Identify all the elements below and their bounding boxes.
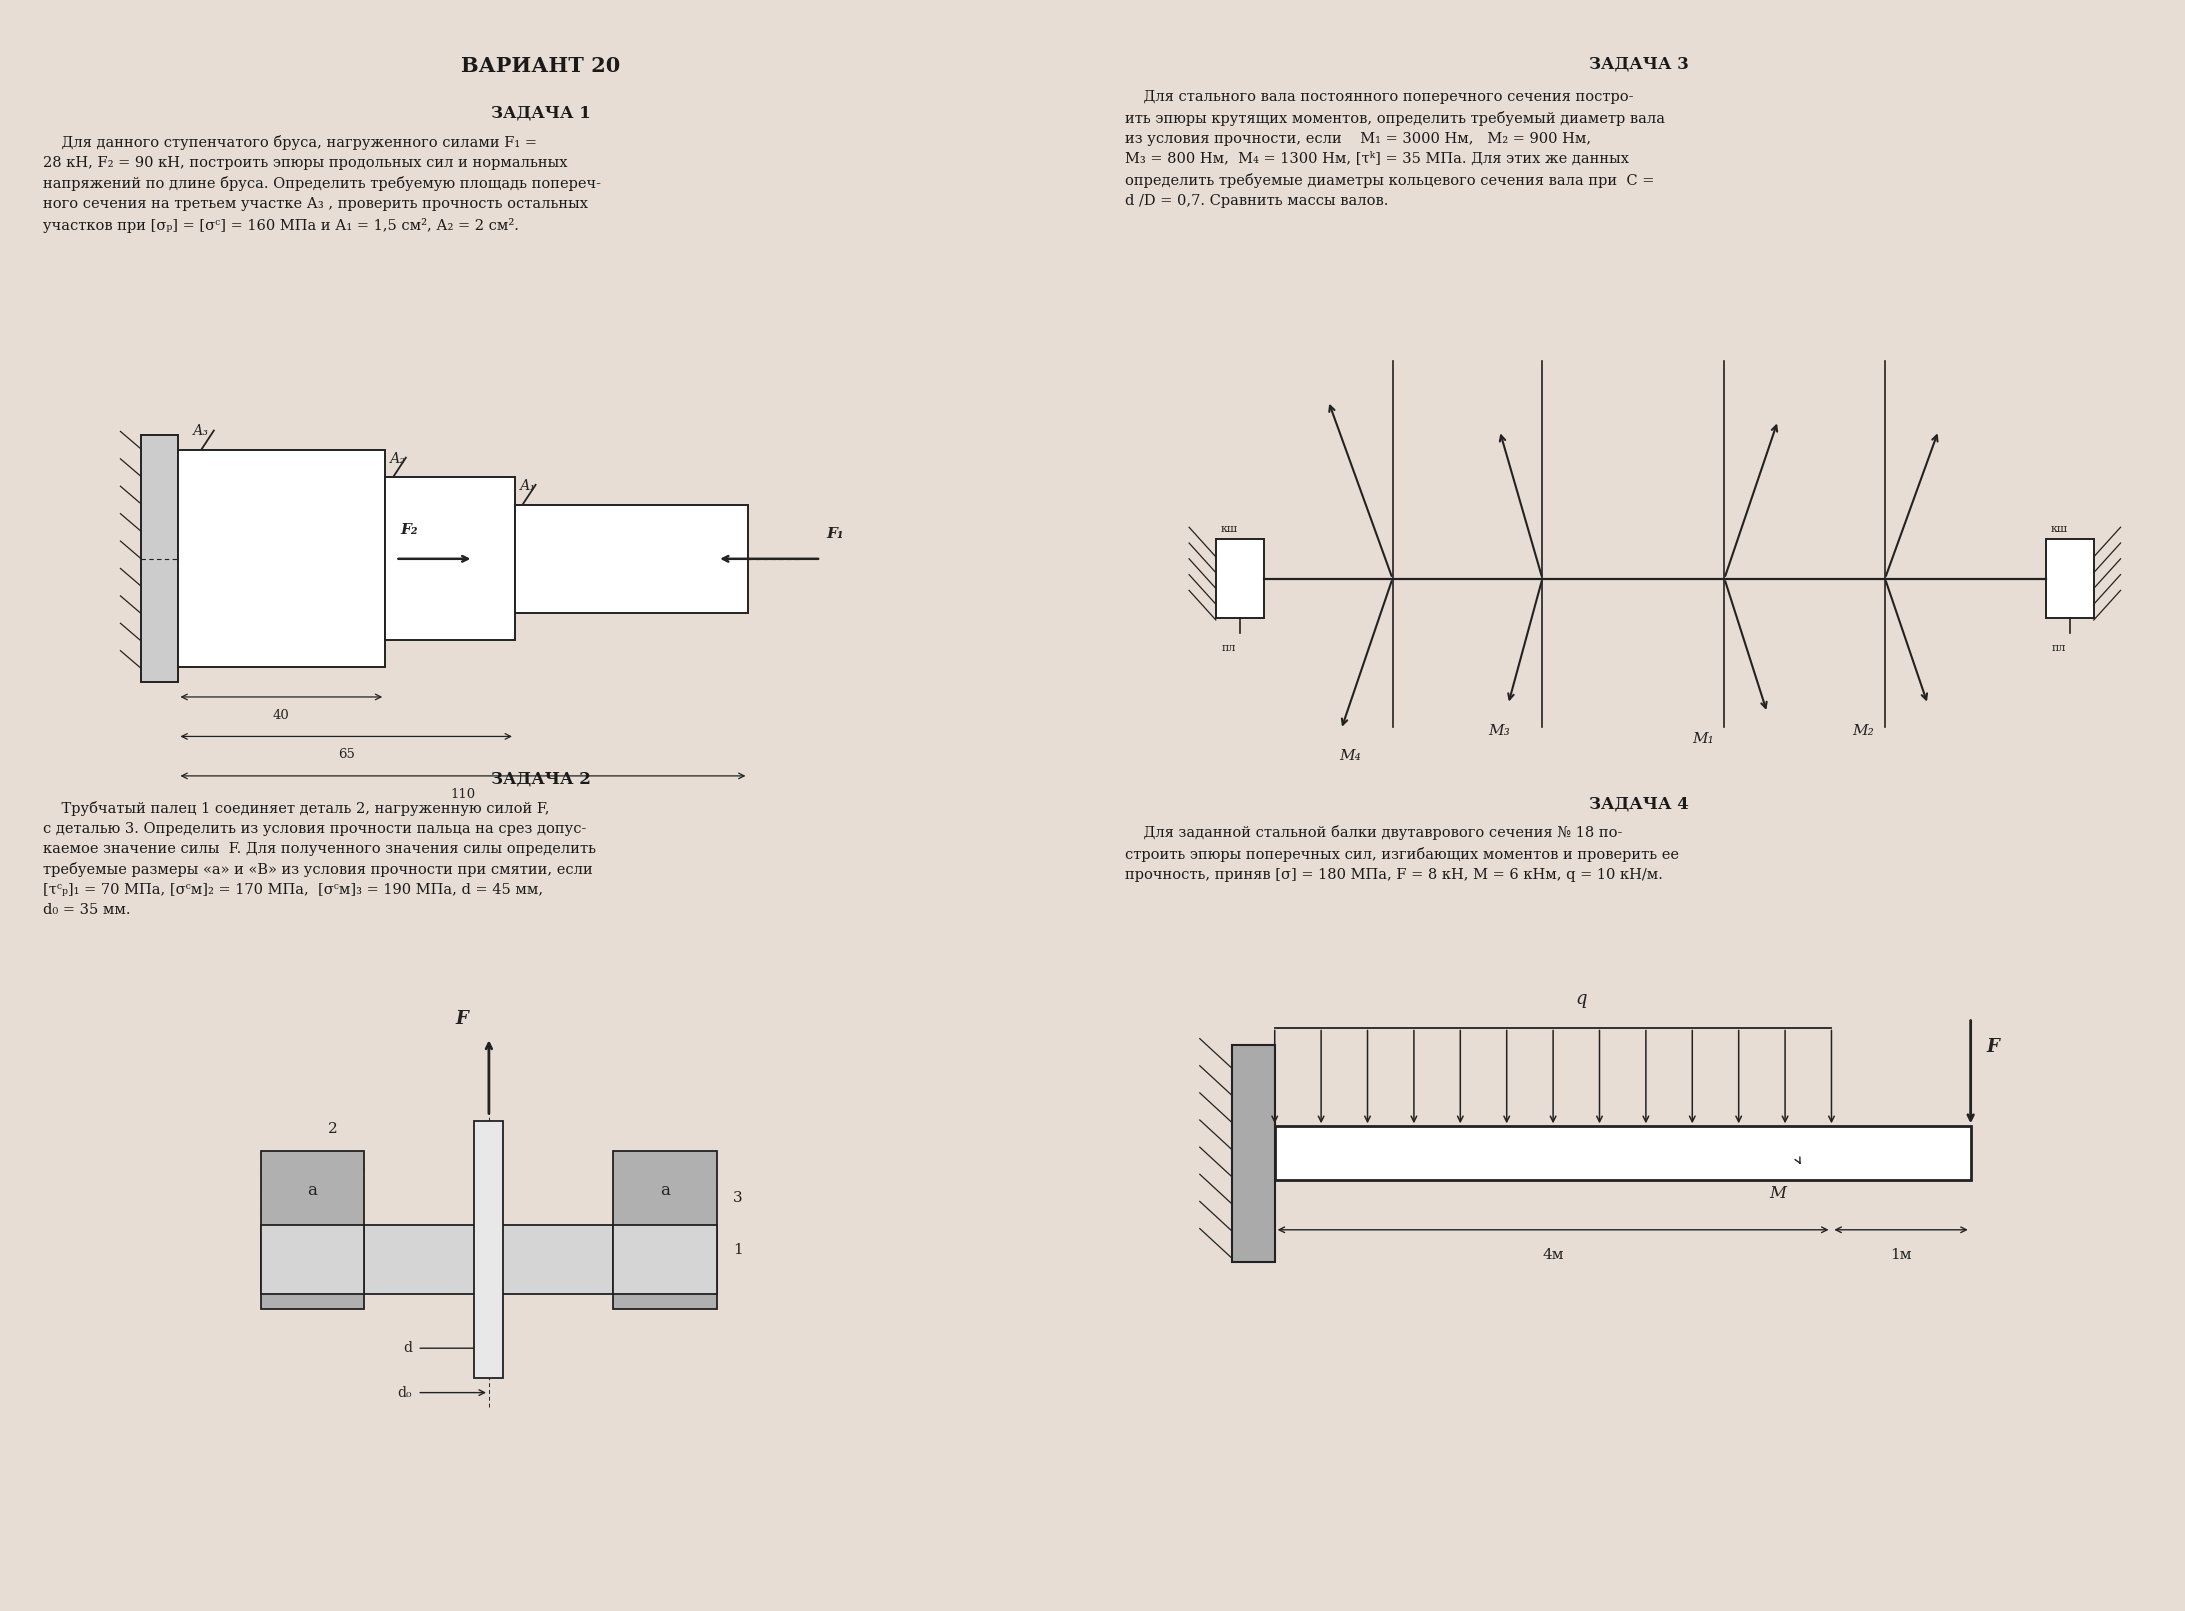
Text: пл: пл xyxy=(2052,643,2067,652)
Text: М₄: М₄ xyxy=(1339,749,1361,764)
Text: кш: кш xyxy=(1221,524,1237,535)
Text: 2: 2 xyxy=(328,1121,339,1136)
Bar xyxy=(614,1224,717,1294)
Bar xyxy=(516,504,747,614)
Text: d: d xyxy=(402,1342,413,1355)
Text: ЗАДАЧА 2: ЗАДАЧА 2 xyxy=(492,772,590,788)
Bar xyxy=(614,1150,717,1308)
Bar xyxy=(177,449,385,667)
Text: А₁: А₁ xyxy=(520,478,535,493)
Text: F: F xyxy=(454,1010,468,1028)
Text: ЗАДАЧА 3: ЗАДАЧА 3 xyxy=(1588,56,1689,72)
Text: 110: 110 xyxy=(450,788,476,801)
Text: пл: пл xyxy=(1221,643,1237,652)
Text: а: а xyxy=(308,1182,317,1199)
Bar xyxy=(142,435,177,681)
Bar xyxy=(1274,1126,1971,1181)
Text: ЗАДАЧА 4: ЗАДАЧА 4 xyxy=(1588,796,1689,812)
Bar xyxy=(260,1150,365,1308)
Text: 3: 3 xyxy=(732,1191,743,1205)
Bar xyxy=(1232,1046,1274,1261)
Text: b: b xyxy=(489,1200,498,1215)
Text: ВАРИАНТ 20: ВАРИАНТ 20 xyxy=(461,56,621,76)
Text: А₂: А₂ xyxy=(391,451,406,466)
Text: Для стального вала постоянного поперечного сечения постро-
ить эпюры крутящих мо: Для стального вала постоянного поперечно… xyxy=(1125,90,1665,208)
Text: F₁: F₁ xyxy=(826,527,843,541)
Text: q: q xyxy=(1575,989,1586,1008)
Text: Трубчатый палец 1 соединяет деталь 2, нагруженную силой F,
с деталью 3. Определи: Трубчатый палец 1 соединяет деталь 2, на… xyxy=(44,801,597,917)
Text: Для заданной стальной балки двутаврового сечения № 18 по-
строить эпюры поперечн: Для заданной стальной балки двутаврового… xyxy=(1125,825,1678,881)
Text: М₂: М₂ xyxy=(1853,723,1875,738)
Text: 65: 65 xyxy=(339,748,354,762)
Text: а: а xyxy=(660,1182,671,1199)
Text: 1: 1 xyxy=(732,1242,743,1257)
Bar xyxy=(385,477,516,640)
Bar xyxy=(2045,540,2093,619)
Text: ЗАДАЧА 1: ЗАДАЧА 1 xyxy=(492,105,590,122)
Bar xyxy=(474,1121,503,1377)
Text: М₁: М₁ xyxy=(1691,733,1713,746)
Text: F: F xyxy=(1986,1037,1999,1057)
Text: Для данного ступенчатого бруса, нагруженного силами F₁ =
28 кН, F₂ = 90 кН, пост: Для данного ступенчатого бруса, нагружен… xyxy=(44,135,601,234)
Bar xyxy=(1215,540,1263,619)
Text: M: M xyxy=(1770,1186,1787,1202)
Text: 1м: 1м xyxy=(1890,1247,1912,1261)
Text: кш: кш xyxy=(2050,524,2067,535)
Bar xyxy=(365,1224,614,1294)
Bar xyxy=(260,1224,365,1294)
Text: А₃: А₃ xyxy=(192,424,210,438)
Text: F₂: F₂ xyxy=(400,524,417,536)
Text: 40: 40 xyxy=(273,709,291,722)
Text: d₀: d₀ xyxy=(398,1385,413,1400)
Text: 4м: 4м xyxy=(1543,1247,1564,1261)
Text: М₃: М₃ xyxy=(1488,723,1510,738)
